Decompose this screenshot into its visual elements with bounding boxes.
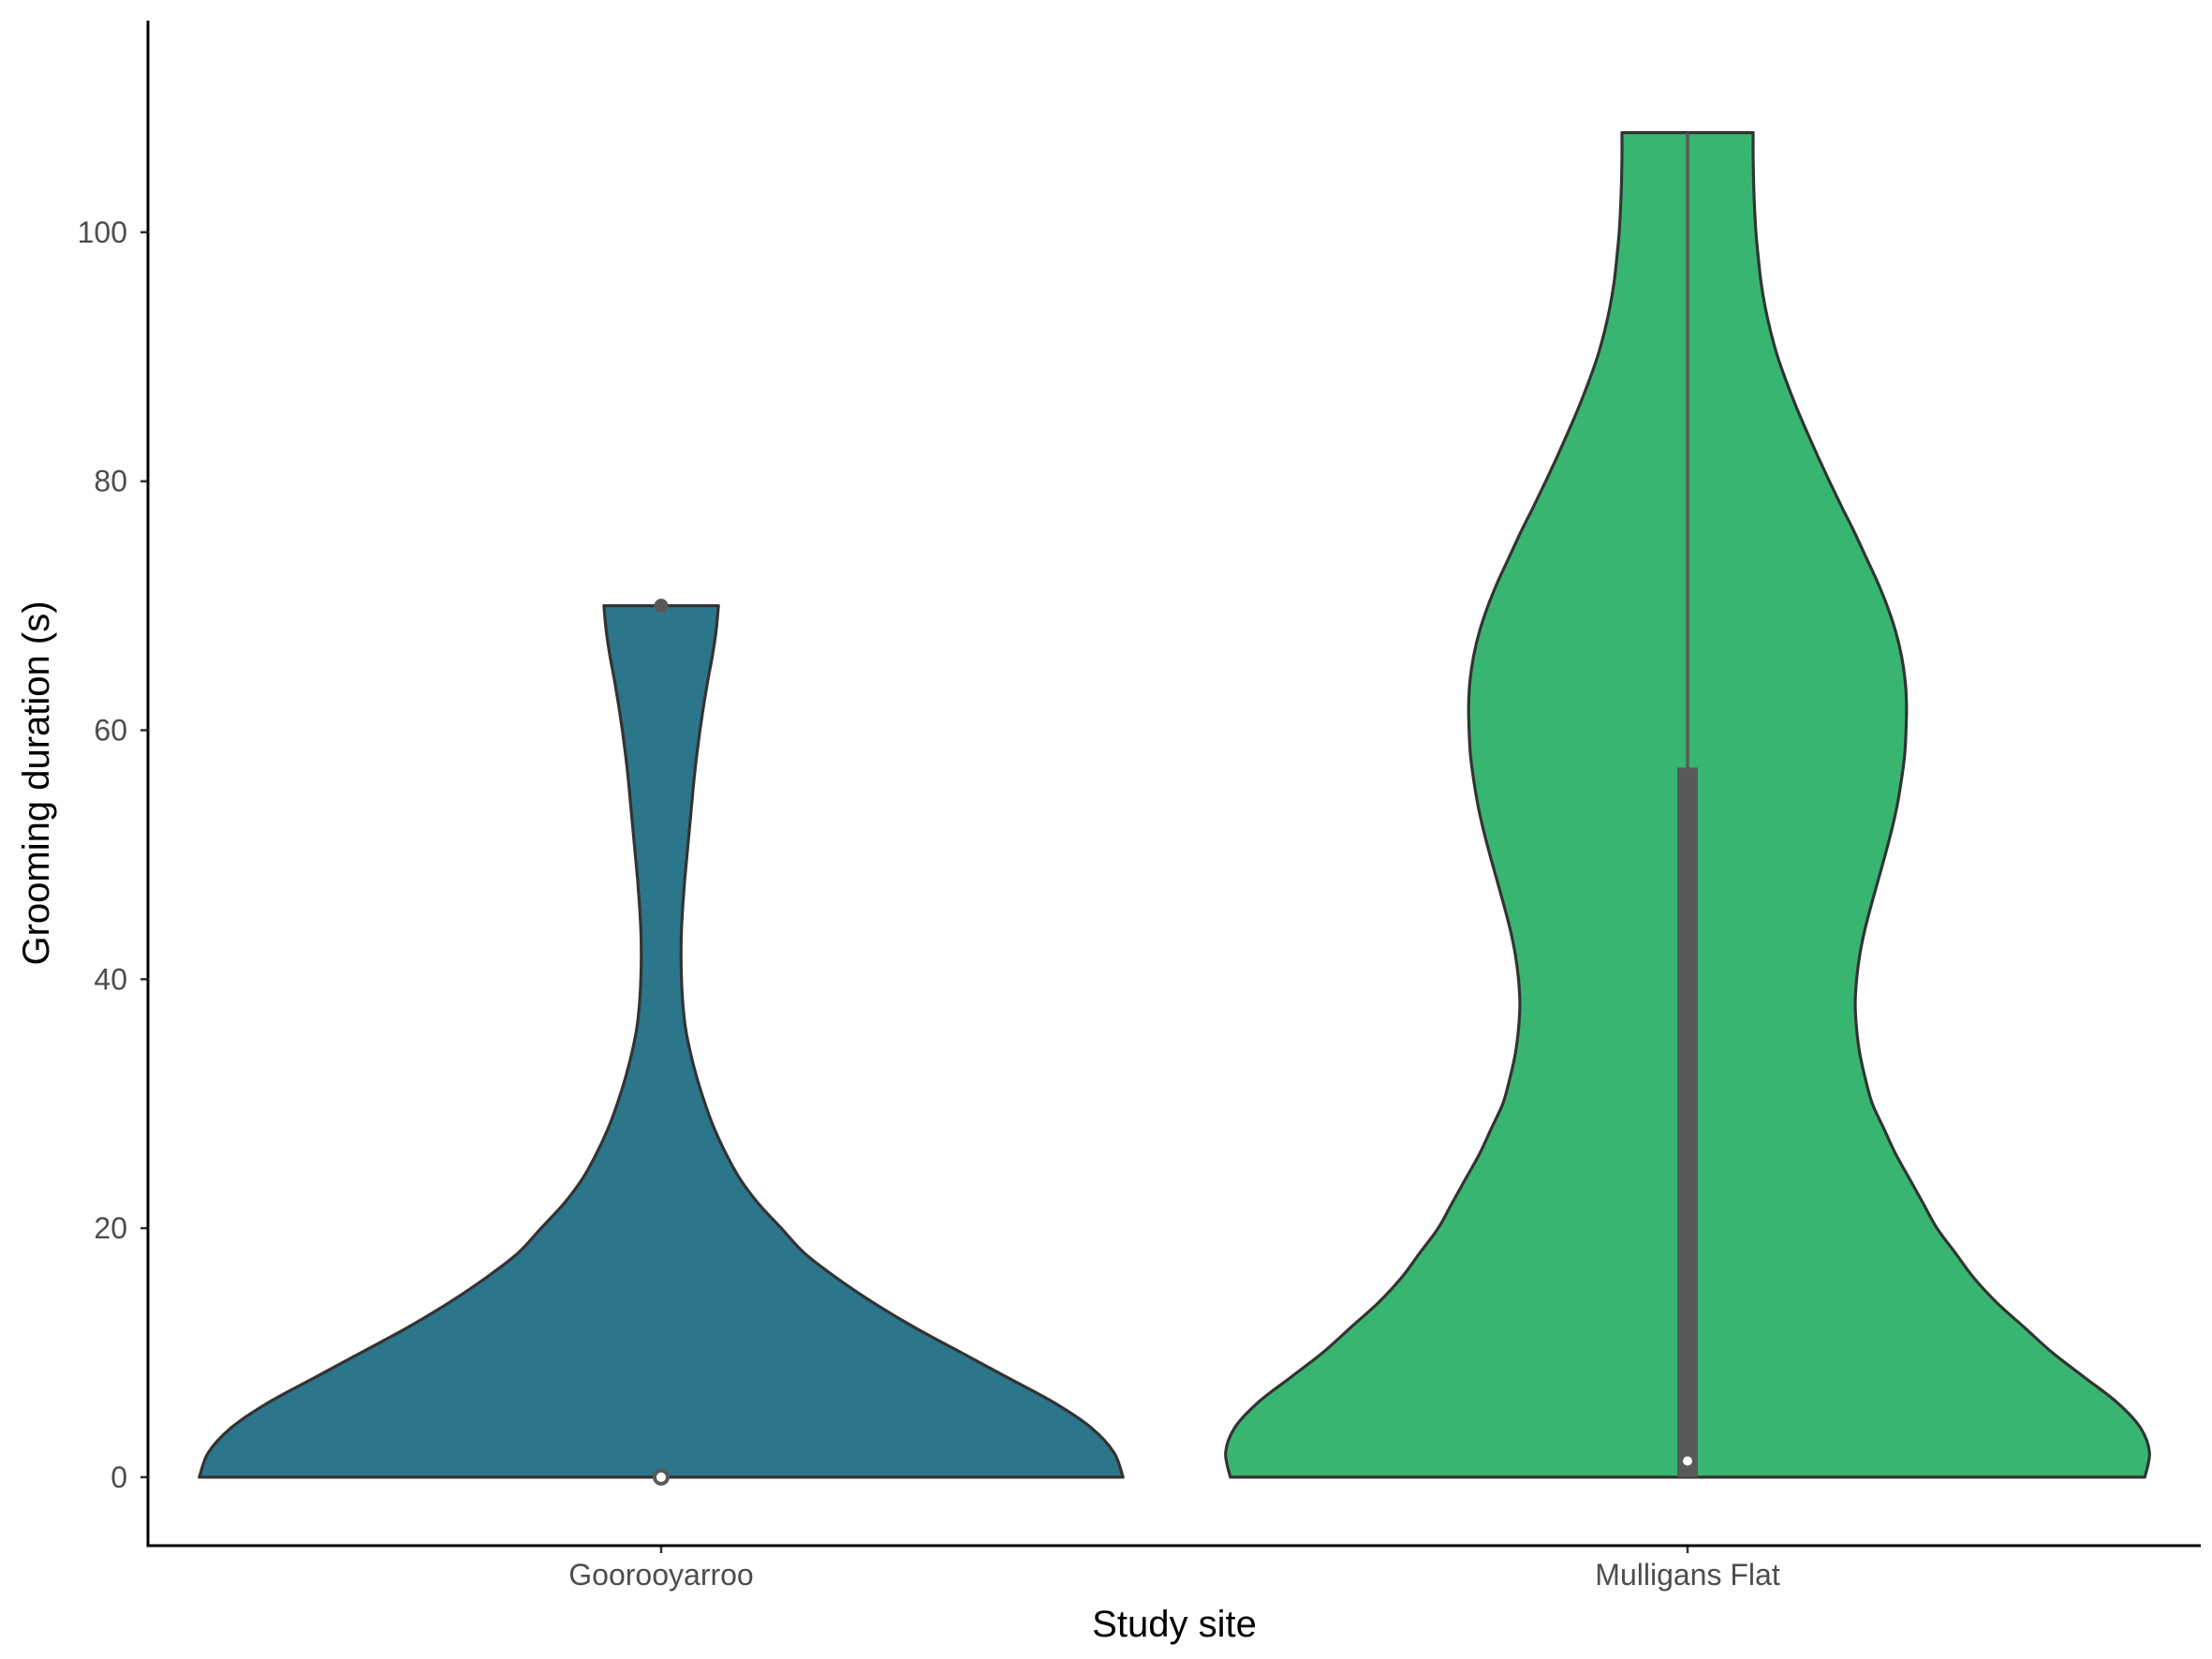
x-axis-title: Study site <box>1092 1604 1257 1645</box>
violin-group-goorooyarroo <box>198 599 1125 1486</box>
box-iqr <box>1677 767 1698 1477</box>
y-tick-label: 40 <box>94 962 127 996</box>
violin-body <box>198 604 1125 1479</box>
x-tick-label: Goorooyarroo <box>568 1558 753 1592</box>
violins-layer <box>198 131 2151 1486</box>
y-tick-label: 100 <box>78 215 127 249</box>
y-axis-title: Grooming duration (s) <box>16 600 57 965</box>
box-outlier-point <box>654 599 669 614</box>
x-axis-ticks: Goorooyarroo Mulligans Flat <box>568 1546 1780 1592</box>
y-tick-label: 0 <box>111 1460 127 1494</box>
violin-group-mulligans-flat <box>1224 131 2151 1479</box>
y-tick-label: 60 <box>94 714 127 748</box>
box-median-point <box>653 1468 670 1486</box>
box-median-point <box>1679 1452 1696 1470</box>
x-tick-label: Mulligans Flat <box>1595 1558 1780 1592</box>
y-tick-label: 80 <box>94 465 127 498</box>
y-tick-label: 20 <box>94 1211 127 1245</box>
y-axis-ticks: 0 20 40 60 80 100 <box>78 215 148 1494</box>
